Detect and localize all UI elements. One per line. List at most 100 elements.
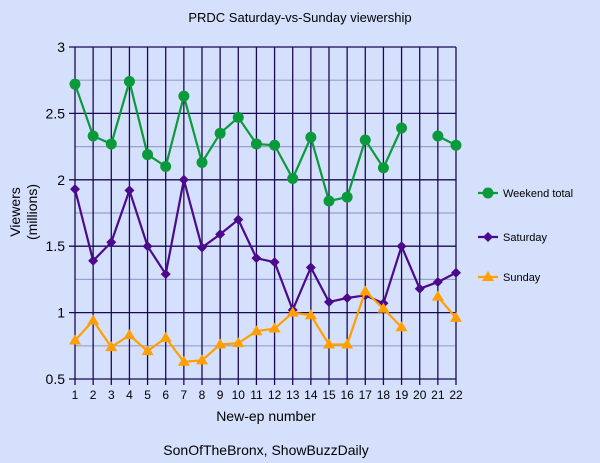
data-point [286,306,299,317]
data-point [87,314,100,325]
data-point [214,338,227,349]
data-point [233,214,244,225]
series-layer [69,76,462,366]
x-tick-label: 8 [199,388,206,402]
data-point [450,139,462,151]
data-point [159,331,172,342]
data-point [232,111,244,123]
data-point [323,195,335,207]
y-axis-units: (millions) [24,184,40,240]
x-tick-label: 18 [377,388,391,402]
x-tick-label: 14 [304,388,318,402]
chart-title: PRDC Saturday-vs-Sunday viewership [188,10,411,25]
y-tick-label: 0.5 [46,371,66,387]
series-weekend-total [69,76,462,207]
data-point [106,237,117,248]
data-point [177,355,190,366]
x-tick-label: 7 [181,388,188,402]
data-point [396,122,408,134]
data-point [123,76,135,88]
data-point [105,341,118,352]
data-point [304,309,317,320]
data-point [396,241,407,252]
x-tick-label: 4 [126,388,133,402]
data-point [414,283,425,294]
series-line [73,179,457,313]
data-point [268,322,281,333]
data-point [305,131,317,143]
x-tick-label: 20 [413,388,427,402]
legend-marker [482,187,494,199]
x-tick-label: 21 [431,388,445,402]
series-saturday [70,174,461,315]
x-tick-label: 1 [72,388,79,402]
data-point [141,345,154,356]
data-point [142,149,154,161]
data-point [359,134,371,146]
data-point [105,138,117,150]
data-point [341,338,354,349]
x-tick-label: 6 [162,388,169,402]
x-tick-label: 22 [449,388,463,402]
data-point [178,174,189,185]
y-tick-label: 3 [57,39,65,55]
data-point [178,90,190,102]
source-caption: SonOfTheBronx, ShowBuzzDaily [163,442,368,458]
y-tick-label: 2.5 [46,105,66,121]
data-point [88,255,99,266]
x-tick-label: 17 [359,388,373,402]
data-point [123,329,136,340]
x-tick-label: 11 [250,388,263,402]
data-point [197,242,207,253]
data-point [431,290,444,301]
data-point [451,267,461,278]
data-point [269,139,281,151]
y-tick-label: 1 [57,305,65,321]
x-tick-label: 2 [90,388,97,402]
data-point [124,185,135,196]
data-point [87,130,99,142]
y-tick-label: 2 [57,172,65,188]
data-point [70,184,80,195]
x-tick-label: 13 [286,388,300,402]
data-point [269,257,280,268]
data-point [450,311,462,322]
x-tick-label: 5 [144,388,151,402]
data-point [250,138,262,150]
x-tick-label: 10 [232,388,246,402]
x-axis-label: New-ep number [216,408,316,424]
legend: Weekend total Saturday Sunday [478,187,573,284]
legend-label: Sunday [503,272,541,284]
data-point [142,241,153,252]
data-point [305,262,316,273]
y-tick-label: 1.5 [46,238,66,254]
legend-label: Saturday [503,232,548,244]
legend-marker [483,232,493,242]
data-point [359,285,372,296]
data-point [214,127,226,139]
x-tick-label: 16 [340,388,354,402]
data-point [196,157,208,169]
x-tick-label: 12 [268,388,282,402]
data-point [251,253,262,264]
x-tick-label: 3 [108,388,115,402]
data-point [160,269,171,280]
x-tick-label: 9 [217,388,224,402]
data-point [324,296,334,307]
data-point [69,334,81,345]
data-point [432,130,444,142]
data-point [287,172,299,184]
legend-marker [482,271,494,281]
y-axis-label: Viewers [7,187,23,237]
data-point [395,321,408,332]
data-point [160,161,172,173]
data-point [69,78,81,90]
data-point [432,277,443,288]
data-point [232,337,245,348]
data-point [341,191,353,203]
legend-label: Weekend total [503,188,573,200]
data-point [196,354,208,365]
data-point [377,302,390,313]
data-point [377,162,389,174]
